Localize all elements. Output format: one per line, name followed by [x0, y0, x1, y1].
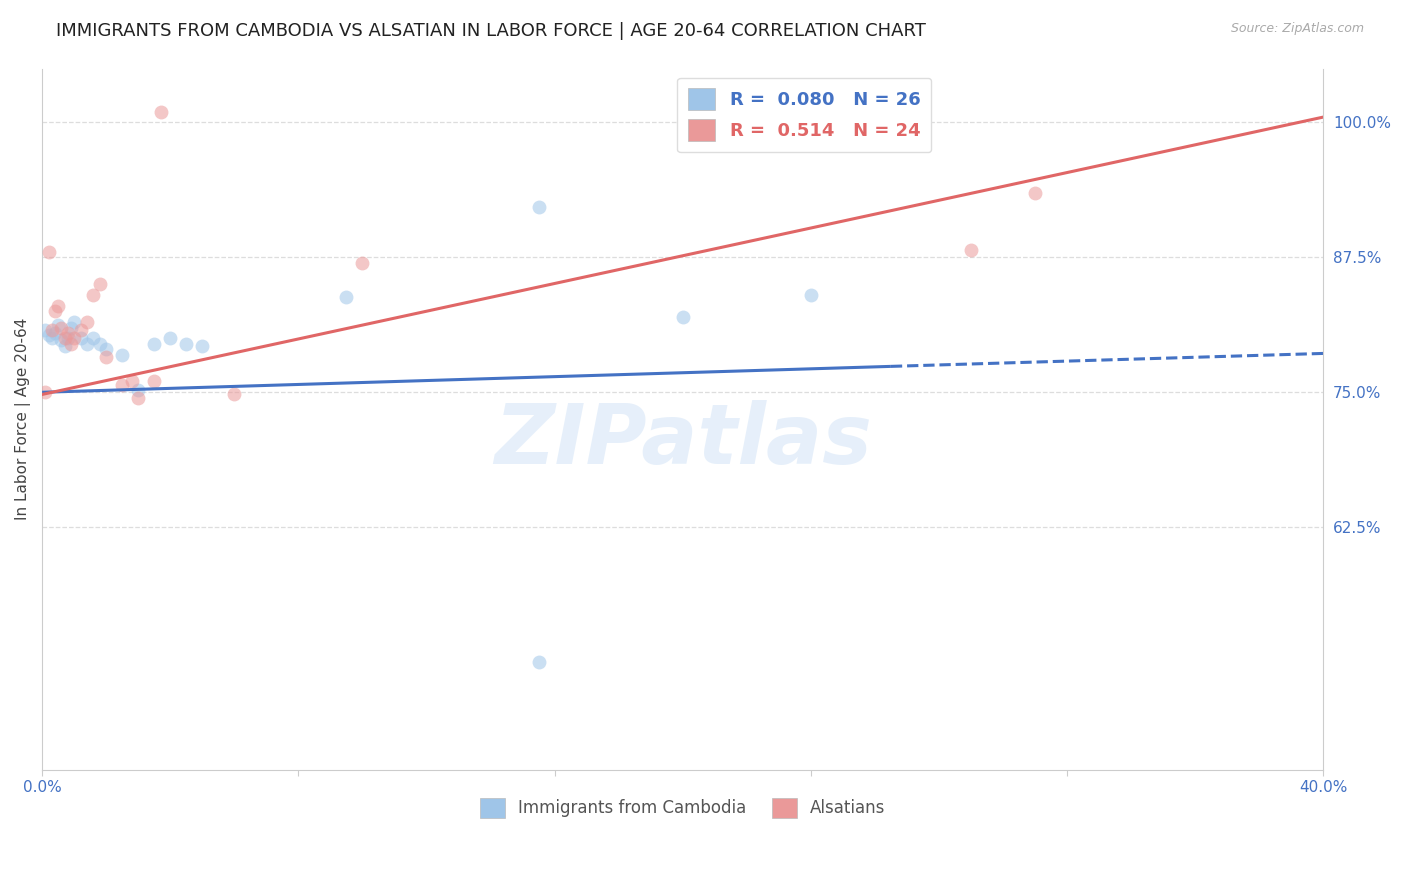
Point — [56, 331, 79, 345]
Point — [1024, 186, 1046, 200]
Point — [59, 320, 82, 334]
Point — [82, 288, 104, 302]
Text: ZIPatlas: ZIPatlas — [494, 400, 872, 481]
Point — [149, 104, 172, 119]
Point — [76, 315, 98, 329]
Point — [63, 331, 86, 345]
Point — [38, 244, 60, 259]
Point — [76, 336, 98, 351]
Point — [46, 318, 69, 333]
Point — [38, 328, 60, 343]
Point — [51, 334, 73, 348]
Point — [82, 331, 104, 345]
Point — [335, 290, 357, 304]
Point — [121, 375, 143, 389]
Point — [191, 339, 214, 353]
Point — [159, 331, 181, 345]
Point — [960, 243, 983, 257]
Point — [174, 336, 197, 351]
Point — [143, 336, 166, 351]
Point — [41, 331, 63, 345]
Point — [59, 336, 82, 351]
Point — [34, 385, 56, 400]
Y-axis label: In Labor Force | Age 20-64: In Labor Force | Age 20-64 — [15, 318, 31, 520]
Point — [34, 323, 56, 337]
Point — [352, 256, 374, 270]
Point — [143, 375, 166, 389]
Point — [96, 350, 118, 364]
Point — [53, 331, 76, 345]
Point — [224, 387, 246, 401]
Text: IMMIGRANTS FROM CAMBODIA VS ALSATIAN IN LABOR FORCE | AGE 20-64 CORRELATION CHAR: IMMIGRANTS FROM CAMBODIA VS ALSATIAN IN … — [56, 22, 927, 40]
Point — [111, 347, 134, 361]
Point — [44, 326, 66, 340]
Point — [69, 331, 91, 345]
Point — [51, 320, 73, 334]
Point — [56, 326, 79, 340]
Legend: Immigrants from Cambodia, Alsatians: Immigrants from Cambodia, Alsatians — [474, 791, 891, 825]
Point — [44, 304, 66, 318]
Point — [527, 655, 550, 669]
Point — [672, 310, 695, 324]
Point — [800, 288, 823, 302]
Point — [41, 323, 63, 337]
Point — [127, 391, 149, 405]
Point — [96, 342, 118, 356]
Point — [63, 315, 86, 329]
Point — [46, 299, 69, 313]
Point — [53, 339, 76, 353]
Point — [89, 336, 111, 351]
Point — [111, 377, 134, 392]
Text: Source: ZipAtlas.com: Source: ZipAtlas.com — [1230, 22, 1364, 36]
Point — [527, 200, 550, 214]
Point — [89, 277, 111, 292]
Point — [69, 323, 91, 337]
Point — [127, 383, 149, 397]
